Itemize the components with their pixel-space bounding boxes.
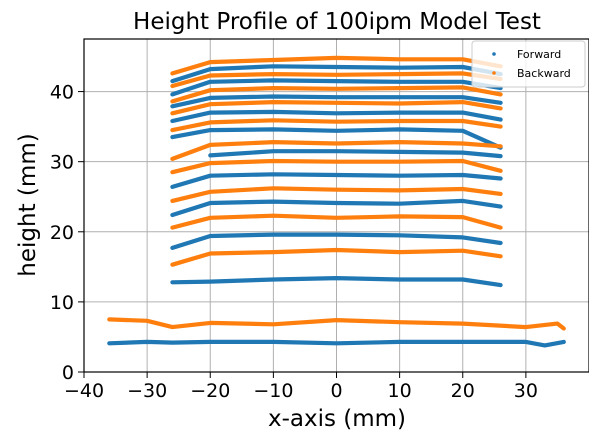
x-tick-label: 30	[514, 380, 538, 402]
profile-trace-backward	[170, 247, 503, 267]
y-axis-ticks: 0 10 20 30 40	[50, 82, 84, 384]
plot-data	[107, 55, 566, 348]
x-axis-ticks: −40 −30 −20 −10 0 10 20 30	[64, 372, 538, 402]
legend-backward-marker	[492, 71, 496, 75]
profile-trace-forward	[107, 339, 566, 348]
legend-box	[471, 40, 586, 88]
profile-trace-backward	[170, 158, 503, 175]
profile-trace-backward	[170, 118, 503, 133]
y-axis-label: height (mm)	[15, 133, 41, 276]
profile-trace-backward	[170, 55, 503, 76]
profile-trace-forward	[170, 78, 503, 97]
profile-trace-forward	[170, 109, 503, 124]
profile-trace-backward	[170, 186, 503, 203]
x-axis-label: x-axis (mm)	[268, 406, 406, 432]
series-forward	[107, 64, 566, 348]
y-tick-label: 40	[50, 82, 74, 104]
profile-trace-forward	[170, 232, 503, 250]
legend: Forward Backward	[471, 40, 586, 88]
profile-trace-backward	[107, 317, 566, 331]
profile-trace-forward	[170, 64, 503, 84]
x-tick-label: −40	[64, 380, 104, 402]
profile-trace-backward	[170, 99, 503, 116]
series-backward	[107, 55, 566, 331]
profile-trace-backward	[170, 213, 503, 230]
x-tick-label: −10	[253, 380, 293, 402]
profile-trace-backward	[170, 71, 503, 89]
legend-forward-marker	[492, 52, 496, 56]
profile-trace-backward	[170, 140, 503, 161]
profile-trace-forward	[170, 276, 503, 288]
x-tick-label: 0	[330, 380, 342, 402]
profile-trace-forward	[170, 172, 503, 189]
y-tick-label: 20	[50, 222, 74, 244]
x-tick-label: −30	[127, 380, 167, 402]
legend-forward-label: Forward	[517, 48, 561, 61]
y-tick-label: 0	[62, 362, 74, 384]
profile-trace-backward	[170, 85, 503, 104]
chart-title: Height Profile of 100ipm Model Test	[133, 9, 541, 35]
x-tick-label: 10	[388, 380, 412, 402]
profile-trace-forward	[170, 94, 503, 109]
profile-trace-forward	[170, 198, 503, 218]
x-tick-label: 20	[451, 380, 475, 402]
x-tick-label: −20	[190, 380, 230, 402]
y-tick-label: 10	[50, 292, 74, 314]
profile-trace-forward	[170, 127, 503, 150]
profile-trace-forward	[208, 149, 503, 159]
legend-backward-label: Backward	[517, 67, 571, 80]
y-tick-label: 30	[50, 152, 74, 174]
